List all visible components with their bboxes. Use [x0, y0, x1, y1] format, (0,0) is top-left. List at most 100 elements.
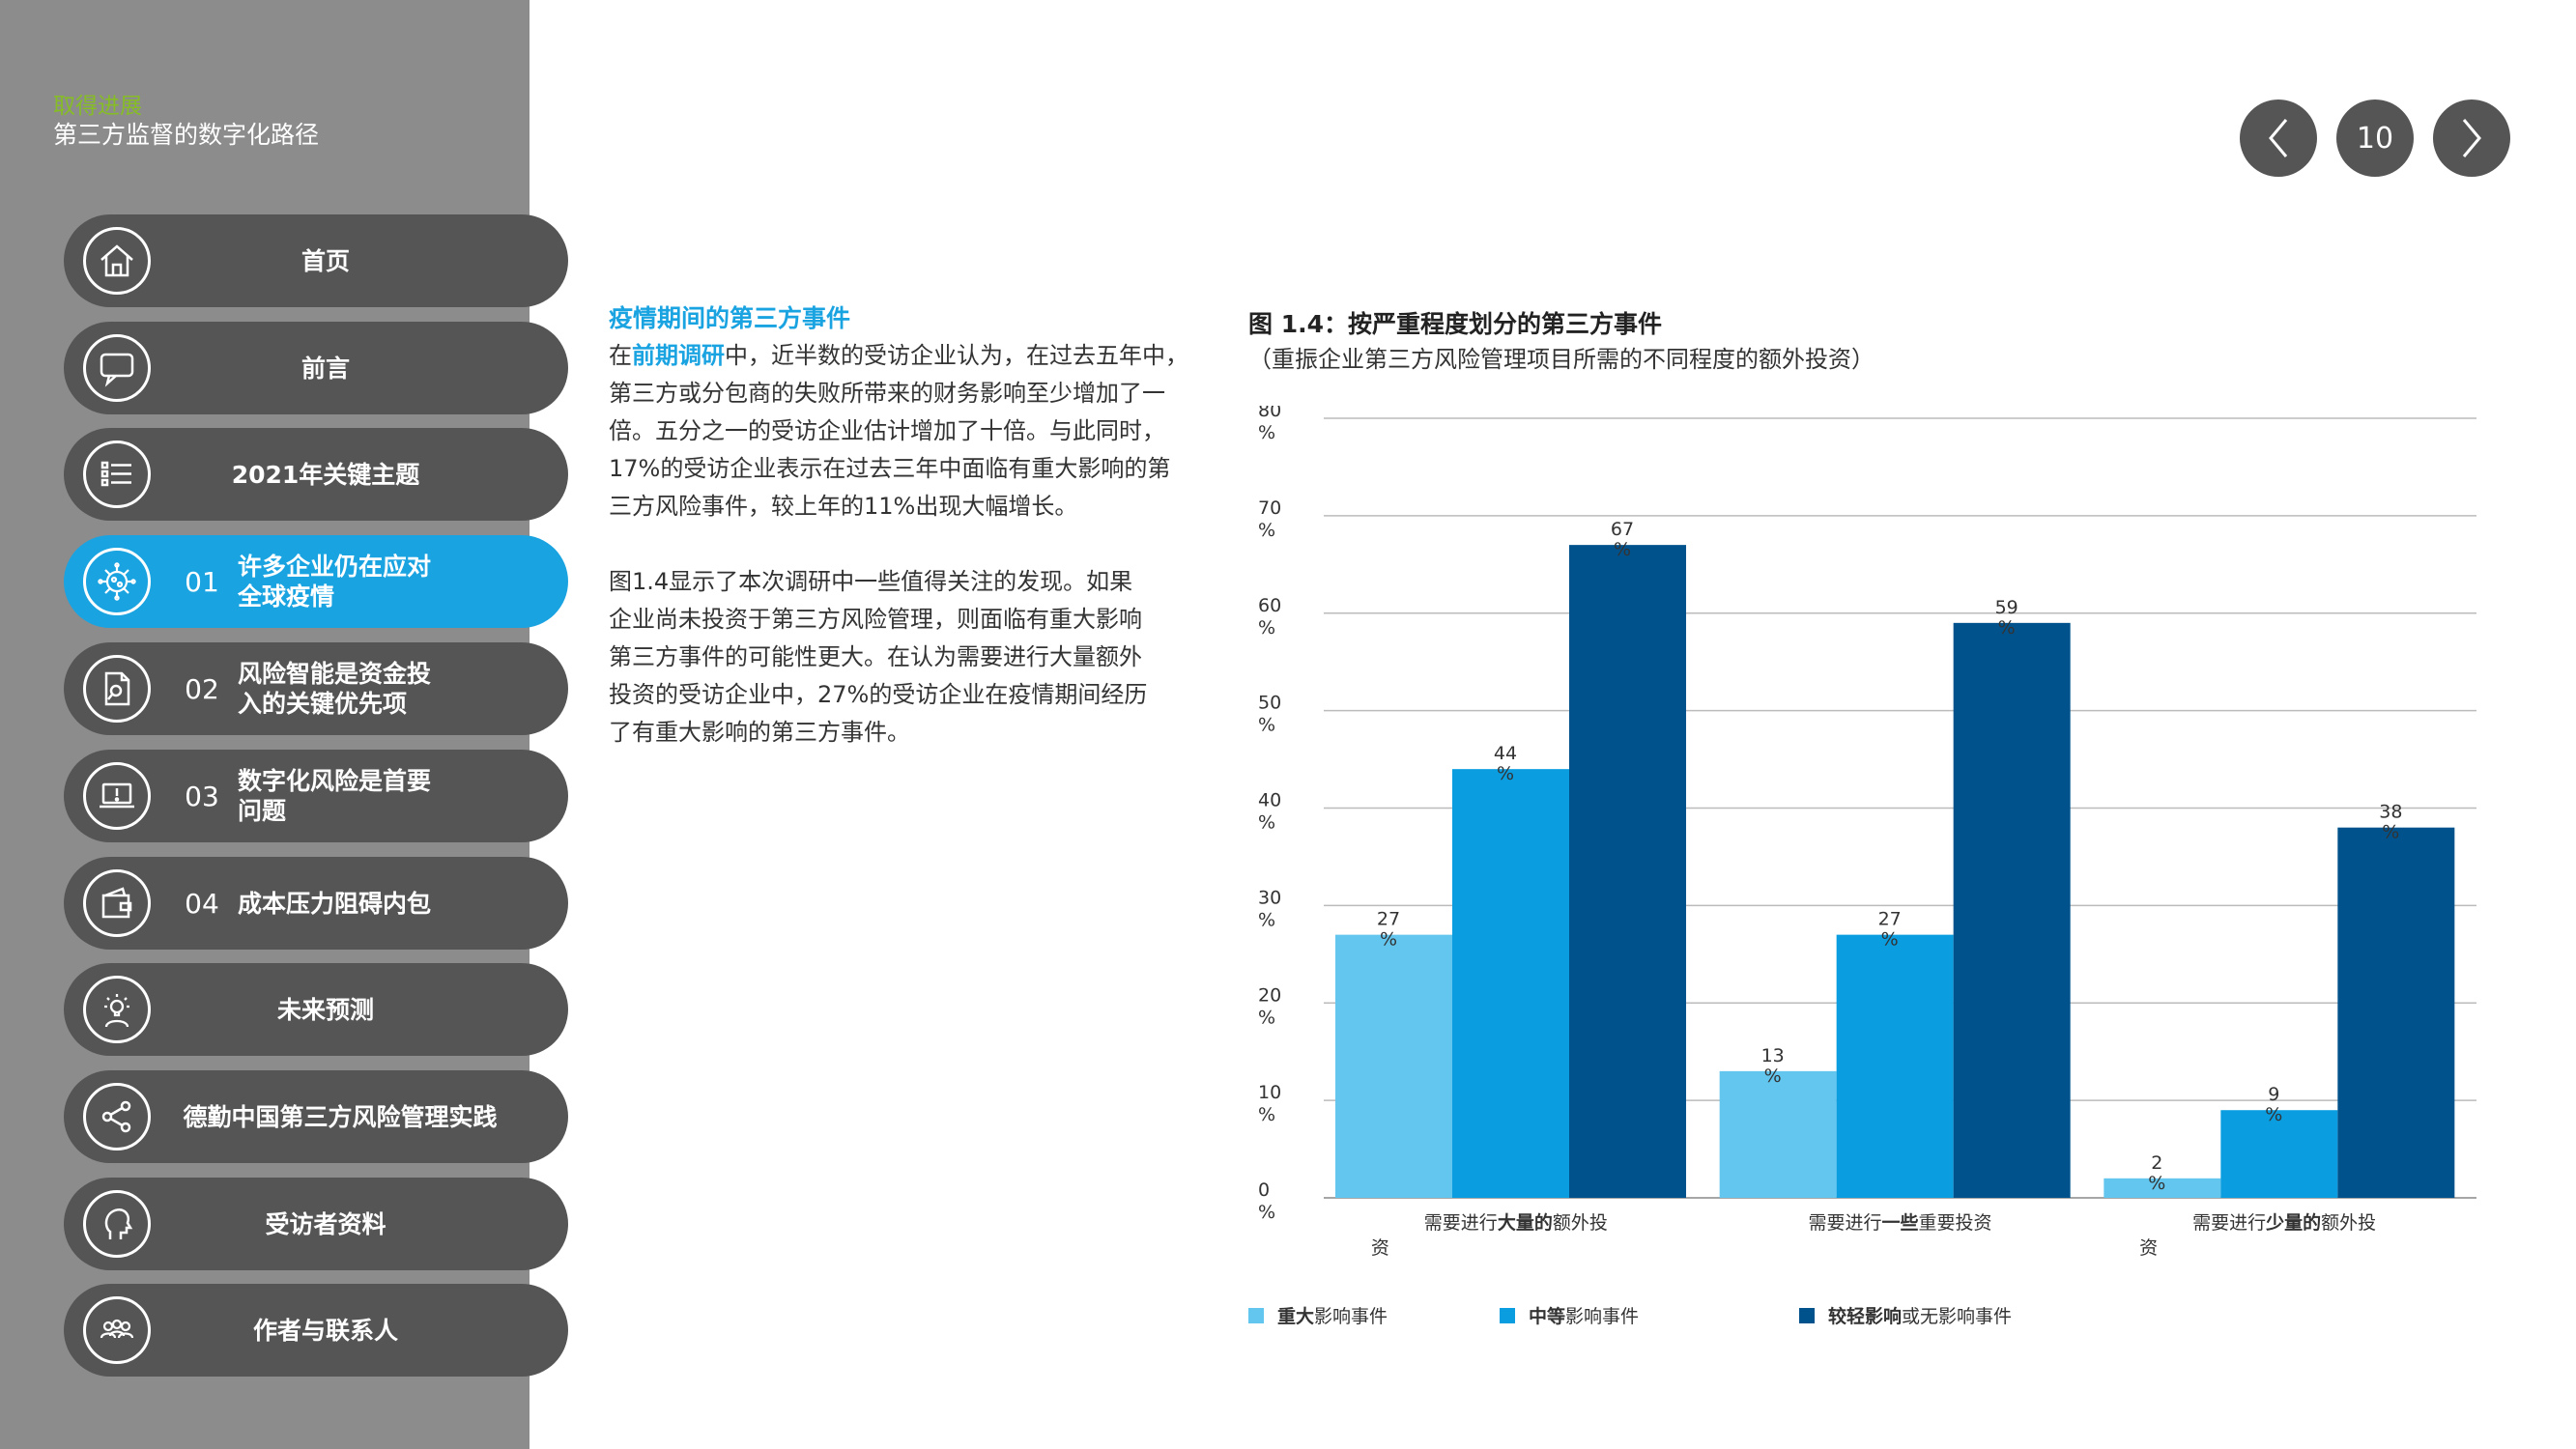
bar-chart: 0%10%20%30%40%50%60%70%80%27%44%67%需要进行大… — [1258, 406, 2476, 1259]
legend-text: 或无影响事件 — [1902, 1306, 2013, 1327]
nav-item-authors-contacts[interactable]: 作者与联系人 — [64, 1284, 568, 1377]
legend-item-major: 重大 影响事件 — [1248, 1302, 1388, 1328]
category-label-wrap: 资 — [2139, 1237, 2158, 1259]
nav-item-respondents[interactable]: 受访者资料 — [64, 1178, 568, 1270]
nav-item-02-risk-intelligence[interactable]: 02 风险智能是资金投 入的关键优先项 — [64, 642, 568, 735]
nav-item-03-digital-risk[interactable]: 03 数字化风险是首要 问题 — [64, 750, 568, 842]
legend-text: 影响事件 — [1565, 1306, 1640, 1327]
legend-item-minor: 较轻影响 或无影响事件 — [1799, 1302, 2012, 1328]
nav-item-04-cost-pressure[interactable]: 04 成本压力阻碍内包 — [64, 857, 568, 950]
text: 第三方或分包商的失败所带来的财务影响至少增加了一 — [609, 380, 1165, 407]
data-label: 13 — [1761, 1045, 1785, 1066]
nav-label-line: 入的关键优先项 — [238, 690, 408, 718]
nav-label-line: 问题 — [238, 797, 287, 825]
data-label-unit: % — [1881, 929, 1899, 951]
nav-item-preface[interactable]: 前言 — [64, 322, 568, 414]
y-tick-label: 50 — [1258, 693, 1281, 714]
legend-swatch — [1248, 1307, 1264, 1323]
text: 中，近半数的受访企业认为，在过去五年中， — [725, 342, 1188, 369]
wallet-icon — [83, 869, 151, 937]
data-label-unit: % — [1764, 1065, 1782, 1087]
list-icon — [83, 440, 151, 508]
prev-page-button[interactable] — [2240, 99, 2317, 177]
text: 在 — [609, 342, 632, 369]
nav-label-line: 全球疫情 — [238, 582, 335, 611]
y-tick-label: 10 — [1258, 1082, 1281, 1103]
text: 了有重大影响的第三方事件。 — [609, 719, 910, 746]
data-label: 27 — [1878, 909, 1902, 930]
legend-bold: 较轻影响 — [1828, 1306, 1903, 1327]
nav-number: 01 — [185, 565, 219, 598]
bar — [2104, 1178, 2221, 1198]
bar — [1452, 769, 1569, 1198]
nav-number: 03 — [185, 780, 219, 812]
y-tick-unit: % — [1258, 617, 1275, 639]
bar — [2220, 1110, 2338, 1198]
y-tick-unit: % — [1258, 715, 1275, 736]
figure-title: 图 1.4：按严重程度划分的第三方事件 — [1248, 310, 1662, 338]
data-label-unit: % — [1998, 617, 2016, 639]
nav-label: 前言 — [301, 354, 350, 383]
data-label: 27 — [1377, 909, 1400, 930]
category-label-part: 少量的 — [2265, 1211, 2321, 1234]
share-icon — [83, 1083, 151, 1151]
y-tick-label: 80 — [1258, 406, 1281, 421]
text: 企业尚未投资于第三方风险管理，则面临有重大影响 — [609, 606, 1142, 633]
legend-text: 影响事件 — [1314, 1306, 1388, 1327]
data-label: 9 — [2268, 1084, 2279, 1105]
data-label-unit: % — [2265, 1104, 2282, 1125]
chevron-left-icon — [2269, 119, 2288, 157]
article: 疫情期间的第三方事件 在前期调研中，近半数的受访企业认为，在过去五年中， 第三方… — [609, 299, 1217, 752]
category-label: 需要进行一些重要投资 — [1808, 1211, 1991, 1234]
people-group-icon — [83, 1296, 151, 1364]
chat-bubble-icon — [83, 334, 151, 402]
chevron-right-icon — [2462, 119, 2481, 157]
y-tick-unit: % — [1258, 909, 1275, 930]
nav-item-01-pandemic[interactable]: 01 许多企业仍在应对 全球疫情 — [64, 535, 568, 628]
page-number: 10 — [2336, 99, 2414, 177]
lightbulb-person-icon — [83, 976, 151, 1043]
category-label-part: 需要进行 — [2192, 1212, 2266, 1234]
data-label-unit: % — [1614, 539, 1631, 560]
nav-item-home[interactable]: 首页 — [64, 214, 568, 307]
figure-subtitle: （重振企业第三方风险管理项目所需的不同程度的额外投资） — [1248, 346, 1875, 373]
category-label-part: 重要投资 — [1919, 1212, 1992, 1234]
text: 投资的受访企业中，27%的受访企业在疫情期间经历 — [609, 681, 1148, 708]
data-label-unit: % — [2382, 822, 2399, 843]
legend-item-medium: 中等 影响事件 — [1500, 1302, 1639, 1328]
nav-item-forecast[interactable]: 未来预测 — [64, 963, 568, 1056]
text: 三方风险事件，较上年的11%出现大幅增长。 — [609, 493, 1078, 520]
nav-label: 首页 — [301, 246, 350, 275]
category-label: 需要进行少量的额外投 — [2192, 1211, 2376, 1234]
y-tick-unit: % — [1258, 812, 1275, 834]
text: 倍。五分之一的受访企业估计增加了十倍。与此同时， — [609, 417, 1165, 444]
nav-label: 2021年关键主题 — [231, 460, 420, 489]
legend-bold: 中等 — [1529, 1306, 1566, 1327]
y-tick-unit: % — [1258, 520, 1275, 541]
article-paragraph-2: 图1.4显示了本次调研中一些值得关注的发现。如果 企业尚未投资于第三方风险管理，… — [609, 563, 1217, 752]
nav-label: 许多企业仍在应对 全球疫情 — [238, 552, 431, 611]
category-label-part: 额外投 — [2321, 1212, 2376, 1234]
nav-item-deloitte-practice[interactable]: 德勤中国第三方风险管理实践 — [64, 1070, 568, 1163]
virus-icon — [83, 548, 151, 615]
y-tick-unit: % — [1258, 1104, 1275, 1125]
bar — [1569, 545, 1686, 1198]
next-page-button[interactable] — [2433, 99, 2510, 177]
article-title: 疫情期间的第三方事件 — [609, 304, 851, 332]
category-label-part: 大量的 — [1498, 1211, 1553, 1234]
brand-supertitle: 取得进展 — [53, 94, 142, 119]
nav-item-key-themes[interactable]: 2021年关键主题 — [64, 428, 568, 521]
previous-survey-link[interactable]: 前期调研 — [632, 342, 725, 369]
text: 17%的受访企业表示在过去三年中面临有重大影响的第 — [609, 455, 1171, 482]
laptop-alert-icon — [83, 762, 151, 830]
y-tick-unit: % — [1258, 1007, 1275, 1028]
nav-label-line: 数字化风险是首要 — [238, 767, 432, 795]
category-label-part: 需要进行 — [1808, 1212, 1881, 1234]
data-label-unit: % — [1380, 929, 1397, 951]
nav-number: 04 — [185, 887, 219, 920]
data-label: 44 — [1494, 743, 1517, 764]
y-tick-label: 0 — [1258, 1179, 1270, 1201]
bar — [2337, 827, 2455, 1198]
data-label: 59 — [1995, 597, 2018, 618]
data-label-unit: % — [2148, 1173, 2165, 1194]
